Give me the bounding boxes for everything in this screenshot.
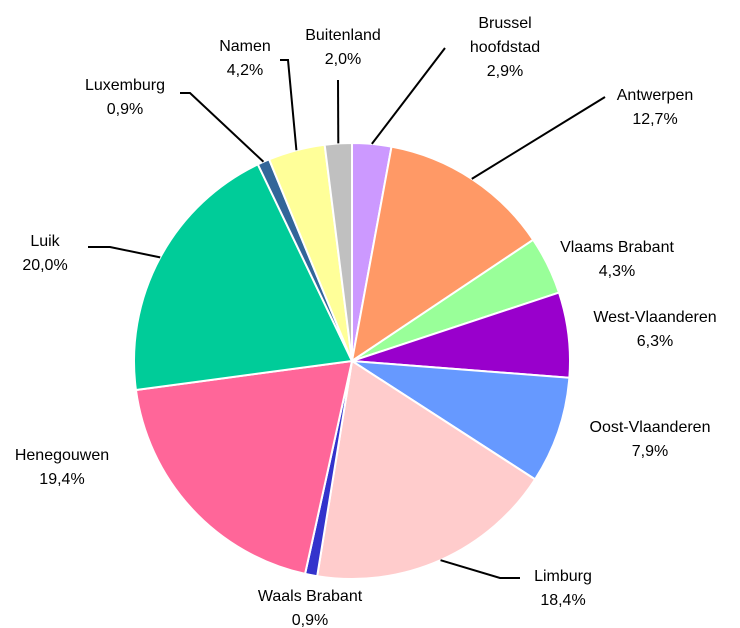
category-label: Oost-Vlaanderen (589, 419, 711, 436)
category-label: West-Vlaanderen (593, 309, 717, 326)
slice-label: Henegouwen 19,4% (15, 444, 109, 492)
leader-line (88, 246, 161, 259)
slice-label: Limburg 18,4% (534, 565, 592, 613)
value-label: 6,3% (636, 333, 674, 350)
category-label: Luxemburg (84, 77, 166, 94)
pie-slice (351, 360, 571, 481)
category-label: Waals Brabant (257, 588, 363, 605)
category-label: Luik (30, 233, 60, 250)
value-label: 20,0% (22, 257, 68, 274)
leader-line (180, 92, 265, 163)
value-label: 4,2% (226, 62, 264, 79)
slice-label: Brussel hoofdstad 2,9% (455, 12, 555, 84)
category-label: Limburg (534, 568, 592, 585)
slice-label: Luik 20,0% (22, 230, 67, 278)
slice-label: Luxemburg 0,9% (85, 74, 165, 122)
leader-line (280, 59, 298, 151)
leader-line (440, 559, 520, 579)
slice-label: Buitenland 2,0% (305, 24, 381, 72)
slice-label: West-Vlaanderen 6,3% (593, 306, 716, 354)
category-label: Antwerpen (616, 87, 694, 104)
pie-slice (134, 359, 354, 576)
pie-slice (316, 359, 537, 580)
value-label: 12,7% (632, 111, 678, 128)
slice-label: Antwerpen 12,7% (617, 84, 694, 132)
value-label: 7,9% (631, 443, 669, 460)
pie-slice (350, 145, 535, 364)
category-label: Namen (219, 38, 271, 55)
leader-line (371, 47, 446, 145)
slice-label: Namen 4,2% (219, 35, 271, 83)
slice-label: Waals Brabant 0,9% (258, 585, 362, 628)
leader-line (471, 96, 606, 180)
category-label: Brussel hoofdstad (469, 15, 541, 56)
slice-label: Oost-Vlaanderen 7,9% (590, 416, 711, 464)
value-label: 18,4% (540, 592, 586, 609)
slice-label: Vlaams Brabant 4,3% (560, 236, 674, 284)
value-label: 4,3% (598, 263, 636, 280)
value-label: 0,9% (291, 612, 329, 628)
value-label: 2,0% (324, 51, 362, 68)
category-label: Buitenland (305, 27, 381, 44)
category-label: Vlaams Brabant (560, 239, 674, 256)
value-label: 2,9% (486, 63, 524, 80)
value-label: 19,4% (39, 471, 85, 488)
pie-slice (133, 163, 354, 392)
value-label: 0,9% (106, 101, 144, 118)
category-label: Henegouwen (14, 447, 110, 464)
